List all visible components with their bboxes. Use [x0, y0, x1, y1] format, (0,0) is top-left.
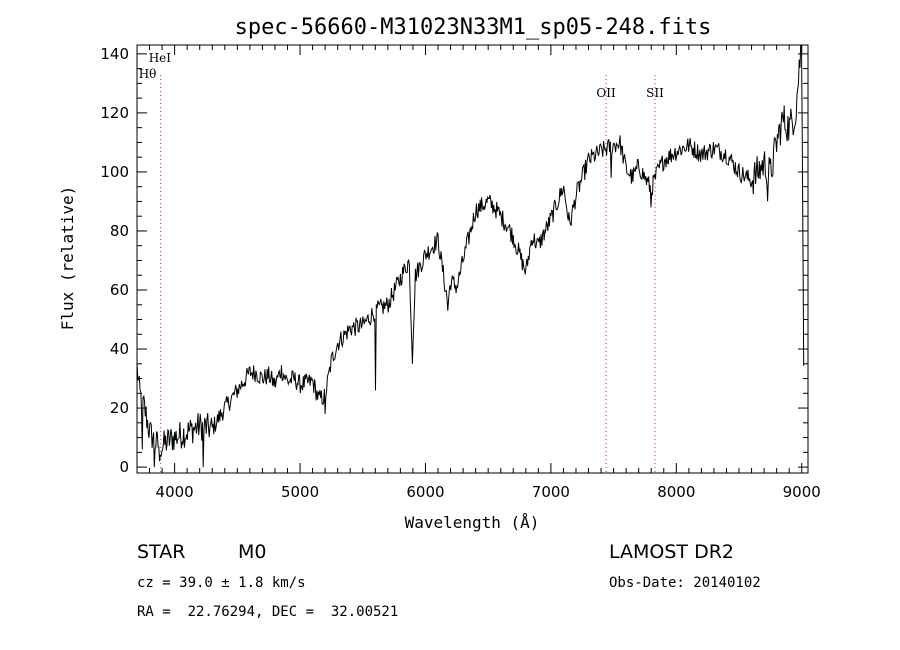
plot-frame	[136, 44, 809, 474]
x-tick-label: 5000	[281, 483, 319, 501]
chart-title: spec-56660-M31023N33M1_sp05-248.fits	[235, 15, 712, 40]
y-axis-label: Flux (relative)	[58, 186, 77, 331]
line-marker-label: SII	[646, 86, 664, 100]
x-tick-label: 6000	[406, 483, 444, 501]
x-tick-label: 7000	[532, 483, 570, 501]
class-label: STAR	[137, 541, 186, 563]
y-tick-label: 100	[100, 163, 129, 181]
y-tick-label: 0	[119, 458, 129, 476]
coords-text: RA = 22.76294, DEC = 32.00521	[137, 604, 399, 620]
x-tick-label: 9000	[783, 483, 821, 501]
y-tick-label: 80	[110, 222, 129, 240]
x-tick-label: 4000	[156, 483, 194, 501]
y-tick-label: 140	[100, 45, 129, 63]
subclass-label: M0	[238, 541, 267, 563]
velocity-text: cz = 39.0 ± 1.8 km/s	[137, 575, 306, 591]
y-tick-label: 60	[110, 281, 129, 299]
x-tick-label: 8000	[657, 483, 695, 501]
y-tick-label: 20	[110, 399, 129, 417]
line-marker-label: Hθ	[139, 67, 157, 81]
spectrum-line	[136, 44, 805, 468]
y-tick-label: 120	[100, 104, 129, 122]
x-axis-label: Wavelength (Å)	[405, 513, 540, 532]
line-marker-label: OII	[596, 86, 616, 100]
y-tick-label: 40	[110, 340, 129, 358]
survey-label: LAMOST DR2	[609, 541, 734, 563]
line-marker-label: HeI	[149, 51, 172, 65]
obs-date-text: Obs-Date: 20140102	[609, 575, 761, 591]
